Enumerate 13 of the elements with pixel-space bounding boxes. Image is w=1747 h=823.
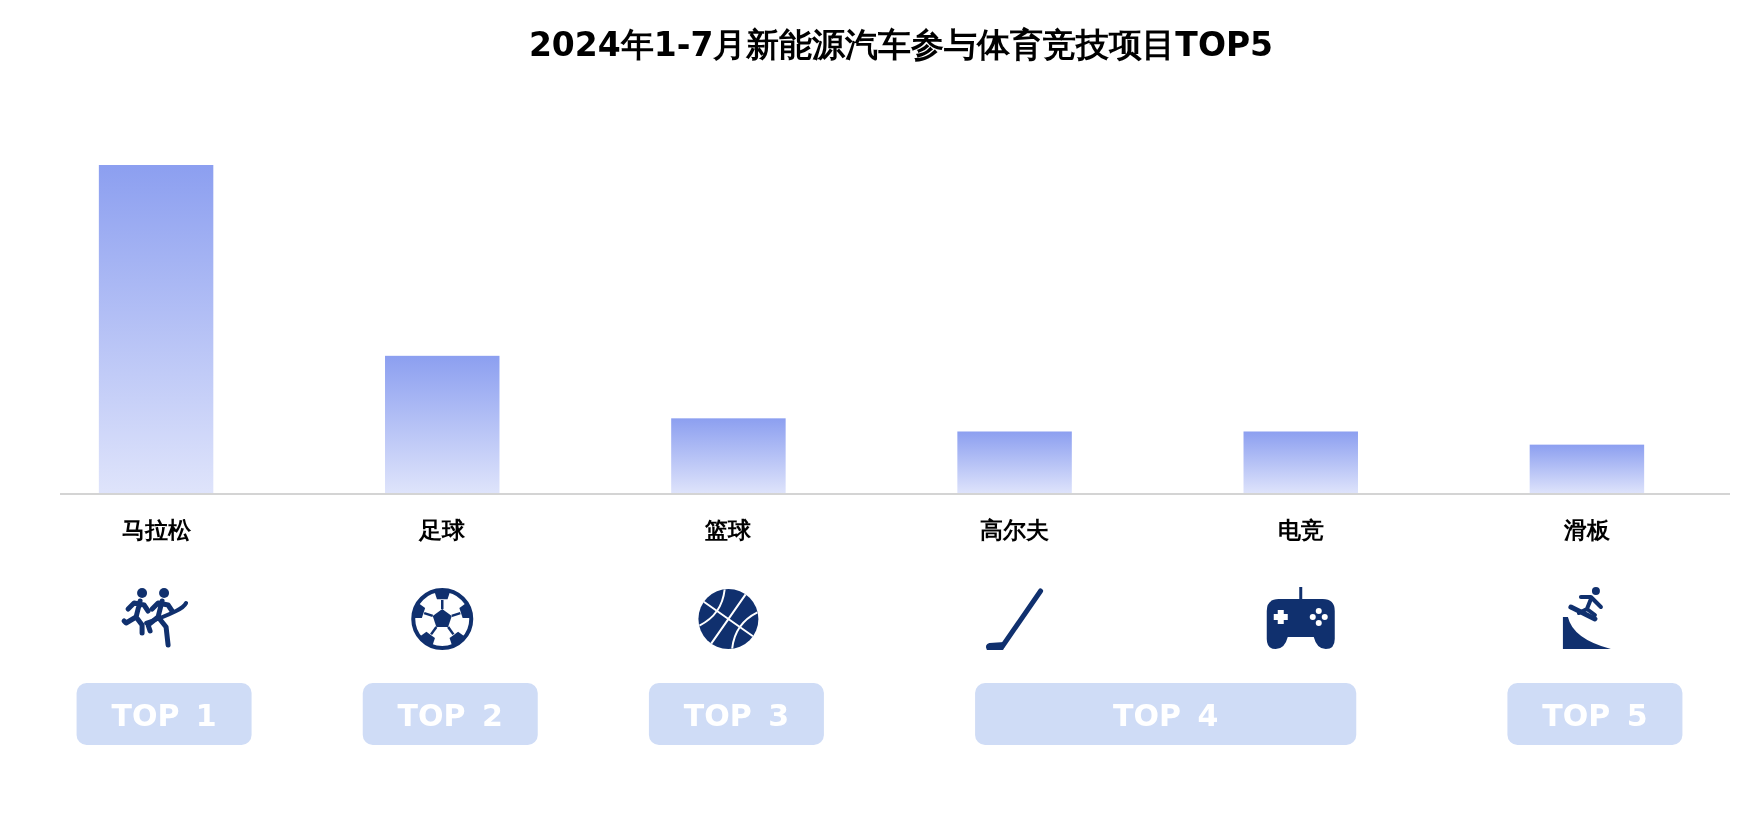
x-tick-label: 高尔夫 <box>980 517 1050 543</box>
x-tick-label: 电竞 <box>1277 517 1324 543</box>
bar <box>1243 431 1358 494</box>
bar <box>1529 444 1645 494</box>
x-tick-label: 滑板 <box>1562 517 1611 543</box>
x-tick-label: 马拉松 <box>121 517 192 543</box>
x-tick-label: 篮球 <box>704 517 753 543</box>
bar <box>671 418 786 494</box>
bar <box>98 165 214 494</box>
bar <box>385 355 500 494</box>
x-tick-label: 足球 <box>418 517 467 543</box>
chart-title: 2024年1-7月新能源汽车参与体育竞技项目TOP5 <box>528 25 1274 64</box>
bar <box>957 431 1072 494</box>
